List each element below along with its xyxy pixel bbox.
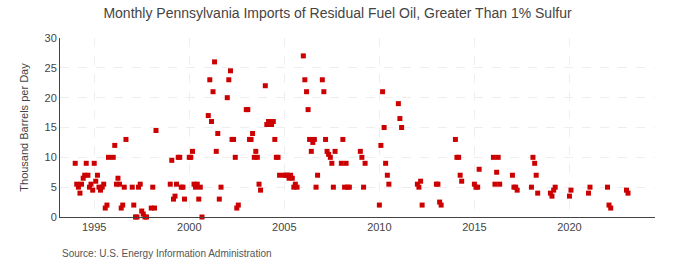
svg-text:2020: 2020 [557, 221, 581, 233]
svg-text:Source: U.S. Energy Informatio: Source: U.S. Energy Information Administ… [62, 248, 272, 259]
svg-text:2000: 2000 [177, 221, 201, 233]
svg-text:2005: 2005 [272, 221, 296, 233]
svg-text:15: 15 [45, 121, 57, 133]
svg-text:Thousand Barrels per Day: Thousand Barrels per Day [18, 63, 30, 192]
svg-text:5: 5 [51, 181, 57, 193]
svg-text:25: 25 [45, 62, 57, 74]
svg-text:10: 10 [45, 151, 57, 163]
svg-text:30: 30 [45, 32, 57, 44]
svg-text:1995: 1995 [82, 221, 106, 233]
svg-text:2010: 2010 [367, 221, 391, 233]
svg-text:20: 20 [45, 92, 57, 104]
svg-text:2015: 2015 [462, 221, 486, 233]
svg-text:Monthly Pennsylvania Imports o: Monthly Pennsylvania Imports of Residual… [103, 5, 572, 21]
svg-text:0: 0 [51, 211, 57, 223]
